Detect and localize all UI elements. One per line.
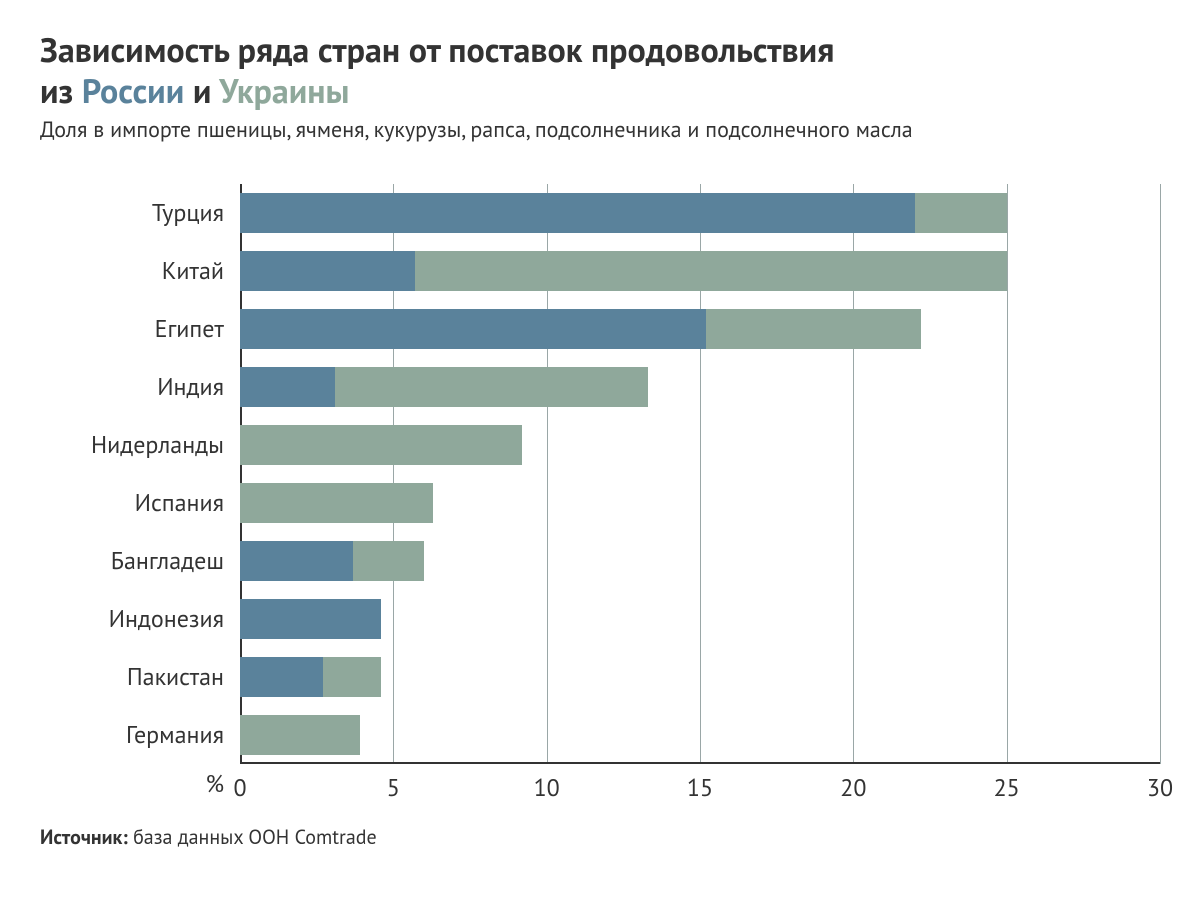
title-russia: России xyxy=(82,69,184,113)
bar-area xyxy=(240,706,1160,764)
bar-track xyxy=(240,367,1160,407)
category-label: Пакистан xyxy=(40,661,240,692)
chart-row: Индонезия xyxy=(40,590,1160,648)
x-tick-label: 0 xyxy=(233,772,246,803)
bar-area xyxy=(240,474,1160,532)
bar-track xyxy=(240,599,1160,639)
title-line-2: из России и Украины xyxy=(40,71,1160,112)
source-prefix: Источник: xyxy=(40,824,128,850)
category-label: Китай xyxy=(40,255,240,286)
title-prefix: из xyxy=(40,69,82,113)
bar-area xyxy=(240,416,1160,474)
chart: Турция Китай Египет Индия Нидерланды Испания Б… xyxy=(40,184,1160,804)
bar-area xyxy=(240,358,1160,416)
bar-segment-russia xyxy=(240,599,381,639)
chart-row: Египет xyxy=(40,300,1160,358)
chart-row: Турция xyxy=(40,184,1160,242)
category-label: Нидерланды xyxy=(40,429,240,460)
title-ukraine: Украины xyxy=(219,69,349,113)
x-tick-label: 20 xyxy=(840,772,866,803)
bar-area xyxy=(240,242,1160,300)
category-label: Испания xyxy=(40,487,240,518)
bar-segment-russia xyxy=(240,541,353,581)
category-label: Германия xyxy=(40,719,240,750)
bar-track xyxy=(240,309,1160,349)
bar-track xyxy=(240,541,1160,581)
bar-segment-russia xyxy=(240,193,915,233)
title-and: и xyxy=(184,69,219,113)
bar-segment-russia xyxy=(240,367,335,407)
bar-track xyxy=(240,251,1160,291)
bar-segment-ukraine xyxy=(706,309,921,349)
bar-segment-ukraine xyxy=(323,657,381,697)
x-tick-label: 5 xyxy=(387,772,400,803)
chart-row: Китай xyxy=(40,242,1160,300)
bar-segment-ukraine xyxy=(240,425,522,465)
bar-track xyxy=(240,483,1160,523)
plot-area: Турция Китай Египет Индия Нидерланды Испания Б… xyxy=(40,184,1160,764)
bar-area xyxy=(240,184,1160,242)
chart-row: Германия xyxy=(40,706,1160,764)
chart-row: Бангладеш xyxy=(40,532,1160,590)
title-line-1: Зависимость ряда стран от поставок продо… xyxy=(40,30,1160,71)
bar-area xyxy=(240,300,1160,358)
category-label: Египет xyxy=(40,313,240,344)
bar-segment-russia xyxy=(240,251,415,291)
bar-area xyxy=(240,532,1160,590)
axis-ticks: 051015202530 xyxy=(240,764,1160,804)
x-tick-label: 10 xyxy=(534,772,560,803)
category-label: Турция xyxy=(40,197,240,228)
source-line: Источник: база данных ООН Comtrade xyxy=(40,824,1160,850)
bar-area xyxy=(240,590,1160,648)
chart-row: Пакистан xyxy=(40,648,1160,706)
bar-segment-ukraine xyxy=(240,483,433,523)
category-label: Индонезия xyxy=(40,603,240,634)
bar-segment-ukraine xyxy=(915,193,1007,233)
bar-segment-russia xyxy=(240,657,323,697)
bar-segment-ukraine xyxy=(240,715,360,755)
bar-track xyxy=(240,715,1160,755)
chart-row: Испания xyxy=(40,474,1160,532)
title-block: Зависимость ряда стран от поставок продо… xyxy=(40,30,1160,144)
source-text: база данных ООН Comtrade xyxy=(128,824,377,850)
category-label: Бангладеш xyxy=(40,545,240,576)
chart-row: Нидерланды xyxy=(40,416,1160,474)
chart-row: Индия xyxy=(40,358,1160,416)
bar-track xyxy=(240,425,1160,465)
bar-area xyxy=(240,648,1160,706)
gridline xyxy=(1160,184,1161,764)
axis-unit-label: % xyxy=(40,764,240,804)
bar-segment-ukraine xyxy=(335,367,648,407)
category-label: Индия xyxy=(40,371,240,402)
subtitle: Доля в импорте пшеницы, ячменя, кукурузы… xyxy=(40,116,1160,144)
bar-segment-russia xyxy=(240,309,706,349)
bar-segment-ukraine xyxy=(353,541,424,581)
x-tick-label: 15 xyxy=(687,772,713,803)
x-tick-label: 25 xyxy=(994,772,1020,803)
bar-track xyxy=(240,657,1160,697)
bar-track xyxy=(240,193,1160,233)
bar-segment-ukraine xyxy=(415,251,1007,291)
x-tick-label: 30 xyxy=(1147,772,1173,803)
x-axis: % 051015202530 xyxy=(40,764,1160,804)
